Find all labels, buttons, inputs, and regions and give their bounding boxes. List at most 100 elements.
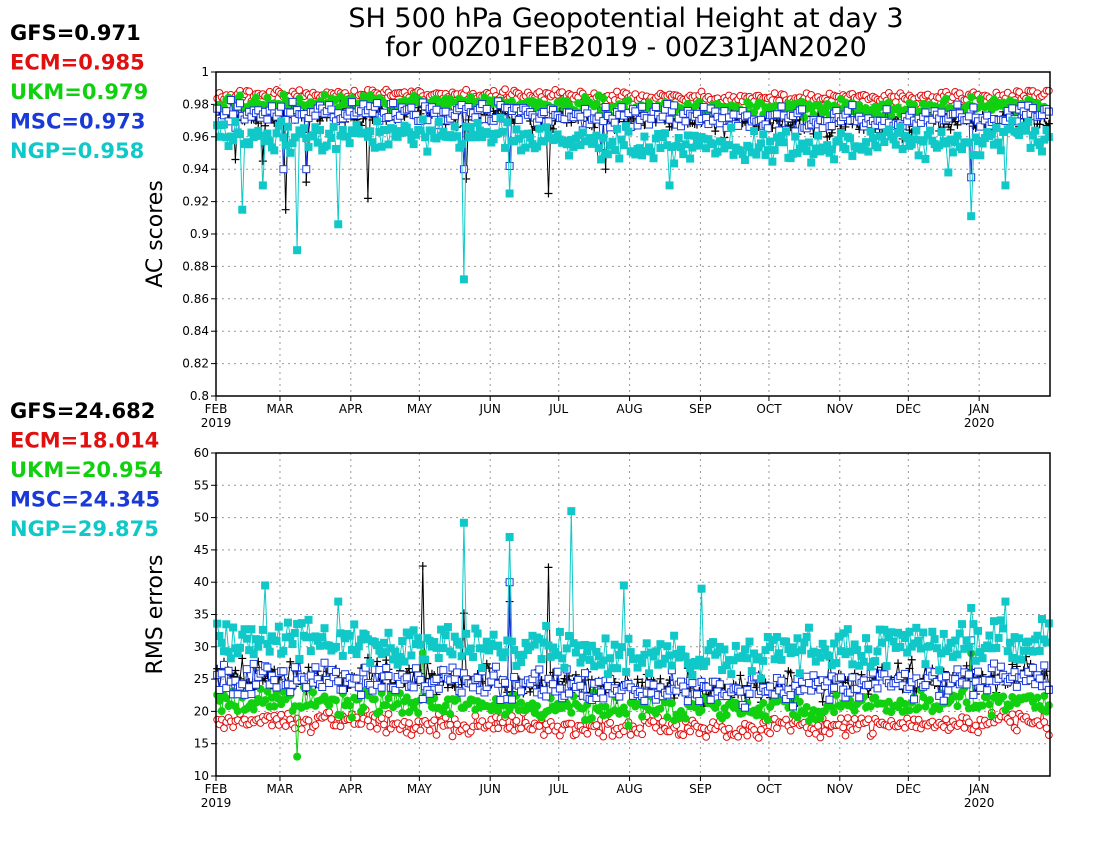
data-point-msc bbox=[510, 672, 519, 681]
data-point-msc bbox=[681, 688, 690, 697]
data-point-ngp bbox=[485, 646, 494, 655]
data-point-ecm bbox=[494, 724, 503, 733]
data-point-msc bbox=[663, 100, 672, 109]
data-point-ngp bbox=[800, 638, 809, 647]
data-point-ecm bbox=[658, 717, 667, 726]
data-point-ngp bbox=[754, 653, 763, 662]
data-point-ngp bbox=[466, 644, 475, 653]
data-point-ecm bbox=[304, 716, 313, 725]
data-point-ukm bbox=[866, 702, 875, 711]
data-point-ngp bbox=[494, 129, 503, 138]
data-point-ngp bbox=[235, 643, 244, 652]
data-point-ukm bbox=[905, 706, 914, 715]
data-point-ngp bbox=[912, 623, 921, 632]
data-point-ngp bbox=[521, 143, 530, 152]
data-point-ukm bbox=[873, 109, 882, 118]
data-point-ecm bbox=[679, 731, 688, 739]
data-point-ngp bbox=[313, 636, 322, 645]
data-point-msc bbox=[402, 673, 411, 682]
data-point-ngp bbox=[338, 651, 347, 660]
data-point-ecm bbox=[462, 85, 471, 94]
data-point-msc bbox=[352, 674, 361, 683]
data-point-ngp bbox=[505, 532, 514, 541]
data-point-ngp bbox=[437, 625, 446, 634]
data-point-ecm bbox=[268, 721, 276, 730]
data-point-ukm bbox=[251, 93, 260, 102]
data-point-ngp bbox=[283, 122, 292, 131]
data-point-ngp bbox=[674, 134, 683, 143]
data-point-ngp bbox=[370, 143, 379, 152]
data-point-msc bbox=[368, 686, 377, 695]
data-point-ngp bbox=[363, 132, 372, 141]
x-tick-label-jul: JUL bbox=[548, 782, 568, 796]
data-point-ngp bbox=[569, 142, 578, 151]
data-point-ngp bbox=[795, 669, 804, 678]
data-point-ukm bbox=[501, 710, 510, 719]
data-point-ngp bbox=[976, 151, 985, 160]
data-point-ecm bbox=[245, 87, 254, 96]
data-point-msc bbox=[238, 680, 247, 689]
data-point-ngp bbox=[638, 151, 647, 160]
data-point-ukm bbox=[967, 649, 976, 658]
data-point-ecm bbox=[841, 731, 850, 740]
x-tick-label-jun: JUN bbox=[479, 782, 501, 796]
data-point-ngp bbox=[919, 628, 928, 637]
data-point-ngp bbox=[510, 137, 519, 146]
data-point-ngp bbox=[261, 581, 270, 590]
data-point-ecm bbox=[448, 732, 457, 741]
data-point-msc bbox=[441, 107, 450, 116]
data-point-ngp bbox=[745, 637, 754, 646]
data-point-ecm bbox=[325, 708, 334, 717]
data-point-ngp bbox=[590, 136, 599, 145]
data-point-ukm bbox=[345, 701, 354, 710]
data-point-ngp bbox=[1035, 646, 1044, 655]
data-point-msc bbox=[1028, 663, 1037, 672]
data-point-ngp bbox=[231, 644, 240, 653]
data-point-ngp bbox=[503, 636, 512, 645]
data-point-ngp bbox=[238, 205, 247, 214]
data-point-ngp bbox=[599, 133, 608, 142]
data-point-ngp bbox=[560, 663, 569, 672]
data-point-ngp bbox=[553, 130, 562, 139]
data-point-gfs bbox=[482, 659, 491, 668]
data-point-ngp bbox=[411, 130, 420, 139]
data-point-ngp bbox=[745, 143, 754, 152]
data-point-msc bbox=[665, 115, 674, 124]
data-point-ngp bbox=[638, 658, 647, 667]
data-point-msc bbox=[855, 693, 864, 702]
data-point-ngp bbox=[724, 656, 733, 665]
data-point-ngp bbox=[279, 133, 288, 142]
data-point-ngp bbox=[327, 133, 336, 142]
data-point-ukm bbox=[894, 103, 903, 112]
data-point-ngp bbox=[432, 134, 441, 143]
data-point-ngp bbox=[478, 664, 487, 673]
data-point-msc bbox=[603, 682, 612, 691]
data-point-ukm bbox=[295, 94, 304, 103]
data-point-ngp bbox=[331, 144, 340, 153]
data-point-ecm bbox=[864, 715, 873, 724]
data-point-ecm bbox=[734, 732, 743, 741]
data-point-msc bbox=[594, 112, 603, 121]
data-point-msc bbox=[1040, 661, 1049, 670]
data-point-msc bbox=[395, 679, 404, 688]
data-point-ngp bbox=[891, 140, 900, 149]
data-point-ngp bbox=[619, 141, 628, 150]
data-point-msc bbox=[1035, 674, 1044, 683]
x-tick-label-oct: OCT bbox=[756, 782, 782, 796]
data-point-msc bbox=[501, 678, 510, 687]
data-point-msc bbox=[777, 102, 786, 111]
score-label-ukm: UKM=20.954 bbox=[10, 458, 163, 482]
data-point-gfs bbox=[304, 663, 313, 672]
data-point-gfs bbox=[537, 676, 546, 685]
y-tick-label: 60 bbox=[194, 446, 209, 460]
data-point-ukm bbox=[418, 649, 427, 658]
data-point-ngp bbox=[341, 634, 350, 643]
data-point-ngp bbox=[247, 128, 256, 137]
data-point-ngp bbox=[887, 628, 896, 637]
data-point-ngp bbox=[569, 639, 578, 648]
data-point-ngp bbox=[766, 642, 775, 651]
data-point-ngp bbox=[265, 647, 274, 656]
data-point-msc bbox=[807, 686, 816, 695]
data-point-ngp bbox=[724, 141, 733, 150]
data-point-ecm bbox=[971, 721, 980, 730]
